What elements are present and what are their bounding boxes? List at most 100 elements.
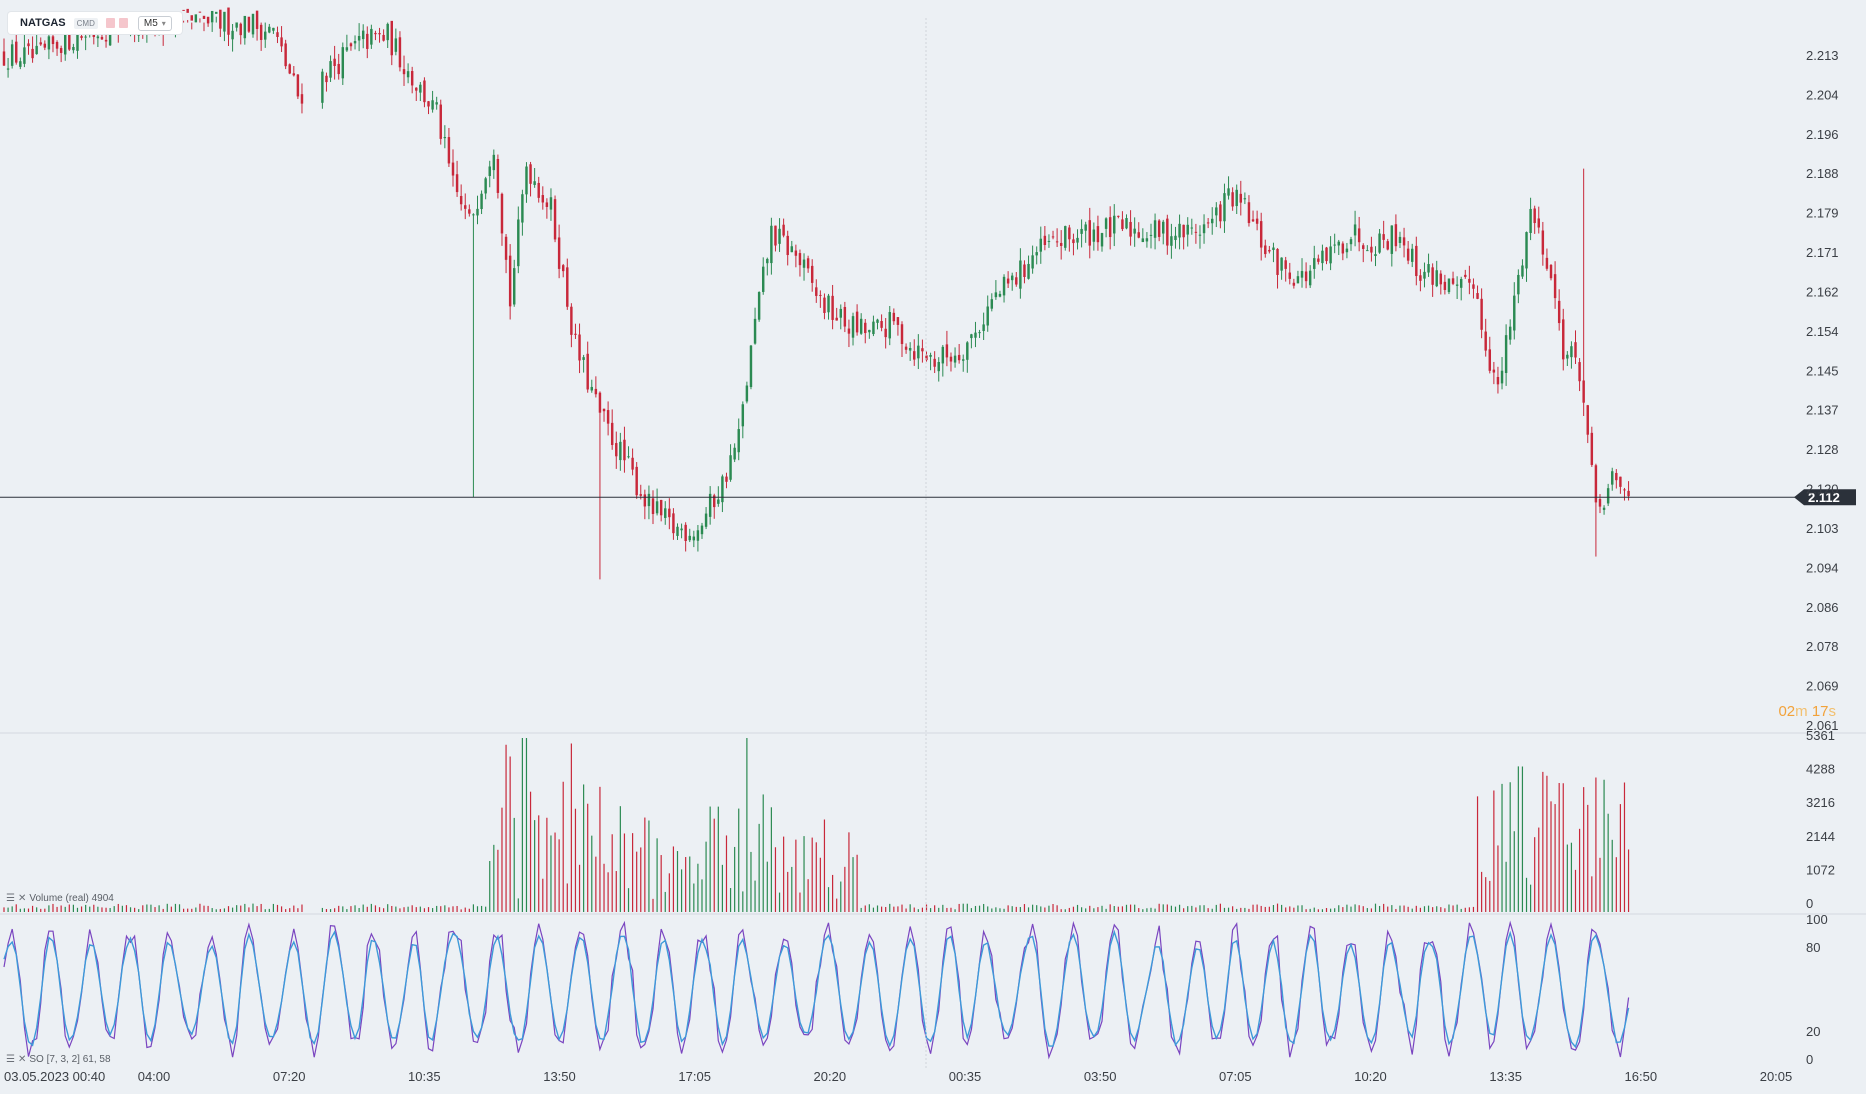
candle <box>1427 253 1430 277</box>
candle <box>370 24 373 49</box>
price-tick-label: 2.069 <box>1806 679 1839 694</box>
chart-type-icon[interactable] <box>105 18 115 28</box>
candle-body <box>1411 248 1414 262</box>
candle <box>1325 246 1328 265</box>
candle-body <box>1064 226 1067 248</box>
candle <box>1219 201 1222 229</box>
candle-body <box>276 32 279 37</box>
candle-body <box>1039 238 1043 252</box>
candle-body <box>986 306 989 326</box>
candle-body <box>1427 264 1430 273</box>
candle <box>47 29 51 60</box>
candle <box>1035 246 1038 265</box>
candle <box>1137 222 1140 239</box>
candle-body <box>745 385 749 402</box>
candle-body <box>888 312 891 339</box>
candle-body <box>223 11 226 32</box>
settings-icon[interactable] <box>118 18 128 28</box>
candle-body <box>1570 346 1573 358</box>
candle <box>219 9 222 37</box>
candle <box>696 525 700 552</box>
candle <box>631 448 634 476</box>
candle <box>1284 256 1287 282</box>
candle-body <box>1145 238 1149 242</box>
time-tick-label: 07:20 <box>273 1069 306 1084</box>
candle <box>1390 225 1394 267</box>
candle-body <box>349 43 353 47</box>
candle <box>402 55 406 86</box>
candle-body <box>513 268 516 305</box>
menu-icon[interactable]: ☰ <box>6 1054 15 1065</box>
candle <box>1333 233 1336 254</box>
candle <box>1472 278 1475 299</box>
candle <box>1321 244 1324 271</box>
candle <box>970 333 973 349</box>
candle <box>872 315 875 337</box>
candle-body <box>84 36 87 38</box>
candle <box>1202 214 1206 244</box>
so-indicator-label[interactable]: ☰ ✕ SO [7, 3, 2] 61, 58 <box>6 1054 111 1065</box>
candle-body <box>1002 276 1006 296</box>
candle-body <box>802 259 806 268</box>
candle <box>782 218 785 238</box>
close-icon[interactable]: ✕ <box>17 1054 27 1065</box>
candle-body <box>488 166 491 177</box>
candle-body <box>1206 222 1210 224</box>
candle <box>1288 262 1291 285</box>
so-pane[interactable] <box>3 920 1630 1060</box>
volume-indicator-label[interactable]: ☰ ✕ Volume (real) 4904 <box>6 893 114 904</box>
candle <box>504 234 508 274</box>
product-type-badge: CMD <box>73 17 98 29</box>
candle <box>35 33 38 55</box>
candle <box>1015 272 1018 287</box>
price-pane[interactable]: 2.112 <box>0 7 1856 580</box>
candle <box>31 36 34 63</box>
close-icon[interactable]: ✕ <box>17 893 27 904</box>
symbol-name[interactable]: NATGAS <box>20 17 66 29</box>
candle <box>1480 288 1483 339</box>
candle <box>1553 261 1557 309</box>
candle <box>325 72 328 92</box>
candle-body <box>900 324 904 345</box>
candle-body <box>6 68 10 70</box>
candle <box>1145 232 1149 248</box>
candle <box>566 258 569 310</box>
candle-body <box>455 174 459 193</box>
candle-body <box>1170 236 1173 246</box>
volume-pane[interactable] <box>3 738 1630 912</box>
candle-body <box>55 41 59 49</box>
candle-body <box>1508 326 1512 340</box>
timeframe-select[interactable]: M5 ▾ <box>137 15 172 31</box>
symbol-toolbar[interactable]: NATGAS CMD M5 ▾ <box>8 12 182 34</box>
candle <box>227 7 230 46</box>
candle-body <box>415 87 418 91</box>
time-tick-label: 04:00 <box>138 1069 171 1084</box>
candle <box>998 290 1002 298</box>
candle <box>1606 483 1610 507</box>
candle <box>957 343 961 364</box>
candle-body <box>1255 218 1259 224</box>
candle-body <box>1464 274 1467 277</box>
candle <box>1402 227 1406 258</box>
candle-body <box>872 321 875 335</box>
candle <box>668 498 671 530</box>
price-tick-label: 2.061 <box>1806 718 1839 733</box>
candle <box>488 160 491 188</box>
candle-body <box>1157 220 1161 237</box>
candle <box>1525 231 1528 282</box>
candle <box>537 176 540 203</box>
volume-tick-label: 2144 <box>1806 829 1835 844</box>
candle <box>843 301 847 333</box>
so-tick-label: 80 <box>1806 940 1820 955</box>
candle <box>1006 271 1010 289</box>
candle-body <box>219 9 222 29</box>
candle-body <box>1092 229 1096 242</box>
menu-icon[interactable]: ☰ <box>6 893 15 904</box>
candle <box>933 351 936 374</box>
so-tick-label: 0 <box>1806 1052 1813 1067</box>
candle-body <box>1435 270 1438 287</box>
candle <box>802 253 806 281</box>
candle-body <box>59 48 63 53</box>
candle-body <box>664 508 667 518</box>
